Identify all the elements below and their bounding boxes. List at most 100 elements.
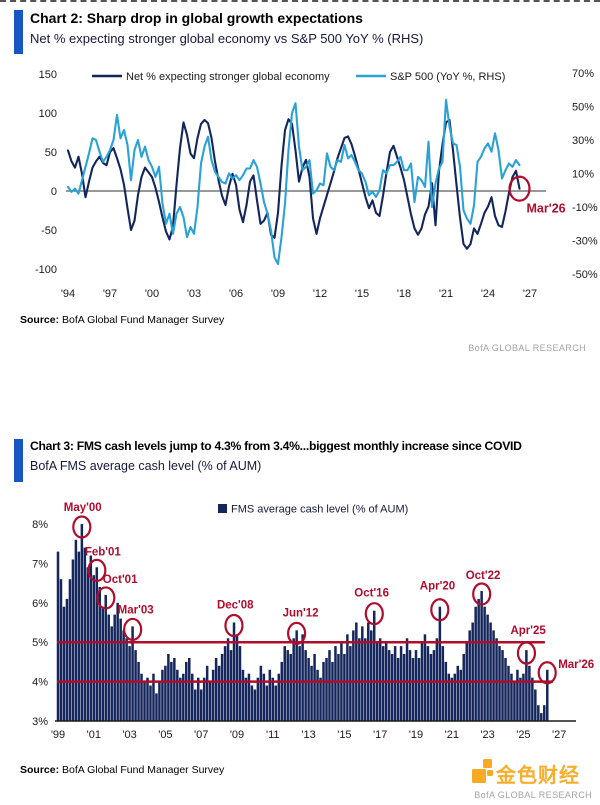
chart3-annotation-circle [537, 661, 557, 685]
chart2-accent-bar [14, 10, 23, 54]
chart2-series-1 [66, 98, 521, 266]
chart3-legend: FMS average cash level (% of AUM) [218, 504, 408, 516]
svg-text:'97: '97 [103, 288, 117, 300]
chart3-annotation-label: Mar'03 [118, 604, 154, 616]
svg-text:'15: '15 [337, 729, 351, 741]
chart3-annotation-circle [287, 621, 307, 645]
chart2-plot: Net % expecting stronger global economy S… [35, 68, 598, 300]
svg-text:10%: 10% [572, 169, 594, 181]
svg-text:'21: '21 [445, 729, 459, 741]
svg-text:-30%: -30% [572, 236, 598, 248]
chart3-annotation-label: Dec'08 [217, 600, 254, 612]
chart3-annotation-circle [364, 602, 384, 626]
chart3-annotation-label: Jun'12 [283, 607, 319, 619]
svg-text:'05: '05 [158, 729, 172, 741]
svg-text:'21: '21 [439, 288, 453, 300]
chart3-source-text: BofA Global Fund Manager Survey [62, 764, 225, 776]
svg-text:8%: 8% [32, 519, 48, 531]
svg-text:-50%: -50% [572, 269, 598, 281]
svg-text:'15: '15 [355, 288, 369, 300]
chart3-annotation-circle [72, 515, 92, 539]
chart3-annotation-circle [472, 582, 492, 606]
chart2-subtitle: Net % expecting stronger global economy … [30, 31, 424, 46]
jinse-logo-icon [472, 769, 486, 783]
svg-text:-50: -50 [41, 225, 57, 237]
svg-text:'09: '09 [271, 288, 285, 300]
svg-text:'18: '18 [397, 288, 411, 300]
svg-text:7%: 7% [32, 558, 48, 570]
jinse-logo-icon [487, 770, 493, 776]
chart3-annotation-label: Apr'25 [510, 625, 546, 637]
svg-text:6%: 6% [32, 598, 48, 610]
chart2-annotation-circle [508, 175, 531, 202]
svg-text:150: 150 [39, 69, 57, 81]
svg-text:'01: '01 [87, 729, 101, 741]
chart2-source: Source: BofA Global Fund Manager Survey [20, 314, 224, 326]
jinse-watermark-text: 金色财经 [496, 765, 580, 787]
svg-text:-100: -100 [35, 264, 57, 276]
svg-text:'23: '23 [480, 729, 494, 741]
svg-text:Net % expecting stronger globa: Net % expecting stronger global economy [126, 71, 330, 83]
svg-text:'09: '09 [230, 729, 244, 741]
svg-text:FMS average cash level (% of A: FMS average cash level (% of AUM) [231, 504, 408, 516]
svg-text:'27: '27 [552, 729, 566, 741]
chart2-annotation-label: Mar'26 [527, 202, 566, 216]
chart3-annotation-label: Mar'26 [558, 659, 594, 671]
svg-text:'00: '00 [145, 288, 159, 300]
chart3-annotation-circle [96, 586, 116, 610]
svg-text:70%: 70% [572, 68, 594, 80]
svg-text:5%: 5% [32, 637, 48, 649]
chart2-x-axis: '94 '97 '00 '03 '06 '09 '12 '15 '18 '21 '24 '27 [61, 288, 537, 300]
svg-text:-10%: -10% [572, 202, 598, 214]
chart3-brand-text: BofA GLOBAL RESEARCH [474, 790, 592, 800]
svg-text:'03: '03 [187, 288, 201, 300]
svg-text:'07: '07 [194, 729, 208, 741]
chart2-title: Chart 2: Sharp drop in global growth exp… [30, 10, 363, 26]
chart3-plot: FMS average cash level (% of AUM) 8% 7% 6% 5… [32, 502, 594, 741]
chart3-subtitle: BofA FMS average cash level (% of AUM) [30, 459, 262, 473]
chart3-source: Source: BofA Global Fund Manager Survey [20, 764, 224, 776]
chart3-y-axis: 8% 7% 6% 5% 4% 3% [32, 519, 48, 728]
svg-text:'03: '03 [122, 729, 136, 741]
svg-text:'11: '11 [266, 729, 280, 741]
svg-text:3%: 3% [32, 716, 48, 728]
chart2-legend: Net % expecting stronger global economy S… [92, 71, 505, 83]
svg-text:'27: '27 [523, 288, 537, 300]
svg-text:50%: 50% [572, 102, 594, 114]
svg-text:50: 50 [45, 147, 57, 159]
chart3-annotation-label: Oct'16 [354, 588, 389, 600]
svg-text:'17: '17 [373, 729, 387, 741]
svg-text:'19: '19 [409, 729, 423, 741]
jinse-watermark: 金色财经 [470, 755, 592, 797]
chart2-right-axis: 70% 50% 30% 10% -10% -30% -50% [572, 68, 598, 281]
svg-text:'94: '94 [61, 288, 75, 300]
svg-text:4%: 4% [32, 677, 48, 689]
jinse-logo-icon [483, 759, 492, 768]
chart3-annotation-label: Oct'22 [466, 570, 501, 582]
chart3-annotation-circle [87, 558, 107, 582]
chart3-accent-bar [14, 439, 23, 482]
chart3-annotation-label: Feb'01 [85, 546, 122, 558]
chart3-source-label: Source: [20, 764, 60, 776]
chart3-annotation-label: Apr'20 [420, 581, 455, 593]
svg-text:'13: '13 [301, 729, 315, 741]
chart3-title: Chart 3: FMS cash levels jump to 4.3% fr… [30, 439, 522, 453]
svg-text:'99: '99 [51, 729, 65, 741]
chart3-annotation-circle [516, 641, 537, 665]
svg-text:'25: '25 [516, 729, 530, 741]
svg-text:30%: 30% [572, 135, 594, 147]
svg-text:'06: '06 [229, 288, 243, 300]
chart2-source-label: Source: [20, 314, 60, 326]
chart3-bars [56, 524, 549, 721]
chart2-left-axis: 150 100 50 0 -50 -100 [35, 69, 57, 276]
svg-text:100: 100 [39, 108, 57, 120]
svg-text:'12: '12 [313, 288, 327, 300]
chart3-annotation-label: May'00 [64, 502, 102, 514]
chart3-annotation-label: Oct'01 [103, 574, 138, 586]
chart3-x-axis: '99 '01 '03 '05 '07 '09 '11 '13 '15 '17 '19 '21 '23 '… [51, 729, 567, 741]
chart3-annotation-circle [224, 613, 244, 638]
svg-text:0: 0 [51, 186, 57, 198]
chart3-annotation-circle [430, 598, 450, 622]
svg-text:'24: '24 [481, 288, 495, 300]
